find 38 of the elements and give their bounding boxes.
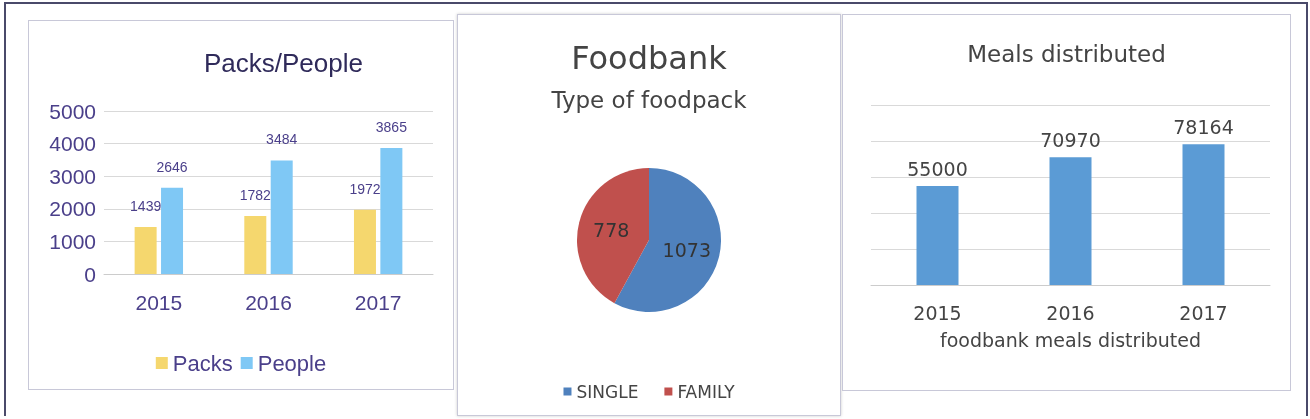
data-label: 1972	[349, 180, 381, 197]
data-label: 1439	[130, 198, 162, 215]
x-tick-label: 2016	[1046, 301, 1095, 324]
data-label: 1782	[239, 186, 272, 203]
x-tick-label: 2015	[135, 291, 183, 314]
y-tick-label: 2000	[49, 197, 96, 221]
data-label: 2646	[156, 158, 188, 175]
legend-label: Packs	[172, 350, 233, 376]
data-label: 778	[593, 219, 630, 242]
chart-title: Foodbank	[571, 39, 728, 77]
x-tick-label: 2015	[913, 301, 962, 324]
y-tick-label: 4000	[49, 132, 96, 156]
chart-title: Packs/People	[204, 48, 363, 78]
bar	[244, 215, 267, 274]
bar	[380, 148, 403, 274]
chart-subtitle: Type of foodpack	[550, 86, 748, 113]
bar	[134, 227, 157, 274]
data-label: 1073	[662, 238, 711, 261]
y-tick-label: 0	[84, 262, 96, 286]
bar	[353, 209, 376, 274]
bar	[161, 187, 184, 274]
data-label: 3865	[375, 119, 408, 135]
data-label: 78164	[1173, 115, 1234, 138]
bar	[270, 160, 293, 274]
legend-label: People	[257, 350, 327, 376]
data-label: 70970	[1040, 128, 1101, 151]
x-tick-label: 2017	[1179, 301, 1228, 324]
y-tick-label: 5000	[49, 99, 96, 123]
data-label: 3484	[266, 131, 298, 148]
x-axis-title: foodbank meals distributed	[940, 328, 1201, 351]
legend-label: SINGLE	[576, 381, 639, 402]
y-tick-label: 3000	[49, 164, 96, 188]
legend-label: FAMILY	[677, 381, 736, 402]
x-tick-label: 2017	[354, 291, 402, 314]
chart-title: Meals distributed	[967, 40, 1166, 67]
y-tick-label: 1000	[49, 229, 96, 253]
data-label: 55000	[907, 157, 968, 180]
x-tick-label: 2016	[245, 291, 292, 314]
